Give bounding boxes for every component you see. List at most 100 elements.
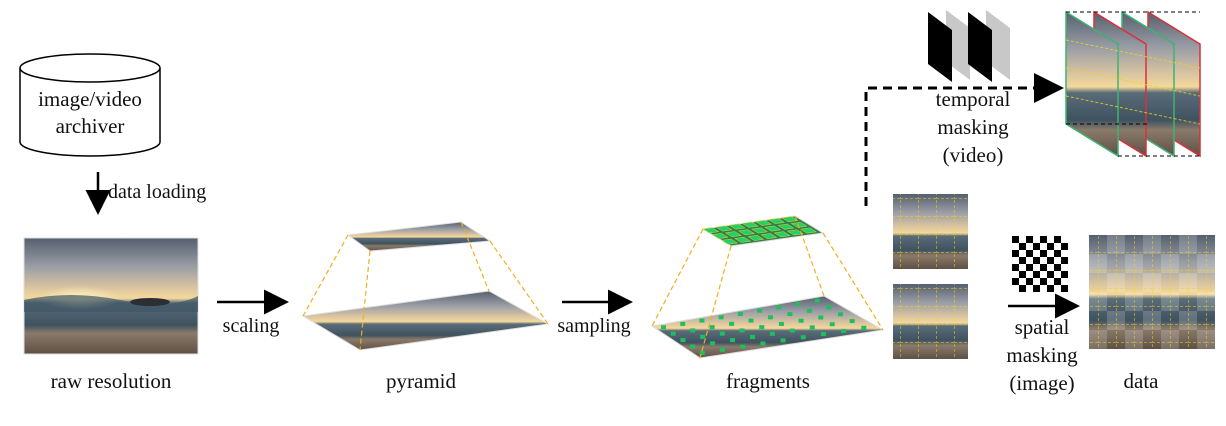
fragment-bottom-patch (690, 328, 696, 333)
fragment-bottom-patch (700, 334, 706, 339)
archiver-cylinder-icon (19, 53, 161, 157)
checker-square (1054, 264, 1061, 271)
fragment-bottom-patch (800, 335, 806, 340)
checker-square (1019, 271, 1026, 278)
checker-square (1012, 264, 1019, 271)
fragment-bottom-patch (778, 321, 784, 326)
fragment-top-patch (734, 236, 752, 243)
fragment-top-patch (720, 238, 739, 245)
fragment-bottom-patch (759, 325, 765, 330)
checker-square (1019, 257, 1026, 264)
temporal-frames-icon (928, 10, 1010, 82)
fragment-bottom-patch (826, 305, 832, 310)
pyramid-top-layer (346, 221, 492, 252)
video-frame-stack (1065, 10, 1201, 158)
pyramid-label: pyramid (386, 369, 456, 393)
checker-square (1054, 250, 1061, 257)
temporal-label-line3: (video) (943, 143, 1004, 167)
fragment-bottom-patch (798, 318, 804, 323)
checker-square (1061, 257, 1068, 264)
fragment-bottom-patch (780, 338, 786, 343)
checker-square (1012, 250, 1019, 257)
fragments-bottom-patches (661, 298, 867, 355)
fragment-top-patch (702, 227, 720, 234)
fragment-bottom-patch (789, 328, 795, 333)
checker-square (1040, 250, 1047, 257)
fragment-bottom-patch (806, 308, 812, 313)
checker-square (1026, 236, 1033, 243)
fragment-bottom-patch (749, 334, 755, 339)
fragment-bottom-patch (748, 318, 754, 323)
archiver-label-line1: image/video (38, 87, 142, 111)
fragment-top-patch (781, 216, 799, 223)
fragment-bottom-patch (709, 325, 715, 330)
data-output (1089, 235, 1215, 349)
fragment-bottom-patch (769, 331, 775, 336)
checkerboard-mask-icon (1012, 236, 1068, 292)
fragments-bottom-layer (650, 295, 885, 359)
checker-square (1061, 285, 1068, 292)
fragment-bottom-patch (838, 312, 844, 317)
temporal-label-line1: temporal (936, 87, 1011, 111)
checker-square (1061, 271, 1068, 278)
data-loading-label: data loading (108, 181, 206, 203)
checker-square (1033, 243, 1040, 250)
checker-square (1012, 236, 1019, 243)
archiver-label-line2: archiver (56, 114, 125, 138)
checker-square (1047, 243, 1054, 250)
checker-square (1019, 285, 1026, 292)
fragment-bottom-patch (820, 332, 826, 337)
checker-square (1054, 278, 1061, 285)
fragment-bottom-patch (861, 325, 867, 330)
fragment-top-patch (799, 227, 817, 234)
fragment-bottom-patch (829, 322, 835, 327)
fragment-bottom-patch (720, 347, 726, 352)
fragment-bottom-patch (760, 341, 766, 346)
fragment-top-patch (711, 233, 729, 239)
raw-resolution-label: raw resolution (51, 369, 172, 393)
pyramid-bottom-layer (301, 290, 550, 351)
fragment-bottom-patch (699, 318, 705, 323)
checker-square (1040, 278, 1047, 285)
fragment-top-patch (715, 225, 733, 232)
checker-square (1061, 243, 1068, 250)
checker-square (1033, 285, 1040, 292)
fragment-bottom-patch (737, 311, 743, 316)
checker-square (1047, 271, 1054, 278)
fragment-top-patch (747, 235, 765, 241)
fragment-top-patch (790, 221, 808, 228)
fragment-top-patch (751, 227, 769, 234)
checker-square (1054, 236, 1061, 243)
fragment-bottom-patch (787, 312, 793, 317)
fragment-top-patch (773, 231, 791, 238)
fragment-bottom-patch (795, 302, 801, 307)
spatial-label-line1: spatial (1015, 315, 1070, 339)
fragment-top-patch (767, 218, 786, 224)
fragment-bottom-patch (818, 315, 824, 320)
fragment-bottom-patch (841, 328, 847, 333)
fragment-top-patch (764, 225, 782, 232)
fragment-tile-1 (893, 194, 968, 269)
fragment-bottom-patch (680, 321, 686, 326)
checker-square (1040, 264, 1047, 271)
spatial-label-line3: (image) (1009, 371, 1074, 395)
scaling-label: scaling (223, 315, 280, 337)
fragment-bottom-patch (739, 328, 745, 333)
fragment-bottom-patch (718, 315, 724, 320)
fragment-bottom-patch (740, 344, 746, 349)
fragment-top-patch (777, 223, 795, 230)
fragment-bottom-patch (767, 315, 773, 320)
checker-square (1019, 243, 1026, 250)
fragment-bottom-patch (757, 308, 763, 313)
sampling-label: sampling (557, 315, 630, 337)
checker-square (1033, 271, 1040, 278)
fragment-tile-2 (893, 284, 968, 359)
fragment-bottom-patch (814, 298, 820, 303)
fragment-bottom-patch (849, 319, 855, 324)
fragment-bottom-patch (809, 325, 815, 330)
temporal-label-line2: masking (937, 115, 1009, 139)
fragment-top-patch (724, 231, 742, 238)
fragment-top-patch (760, 233, 778, 239)
